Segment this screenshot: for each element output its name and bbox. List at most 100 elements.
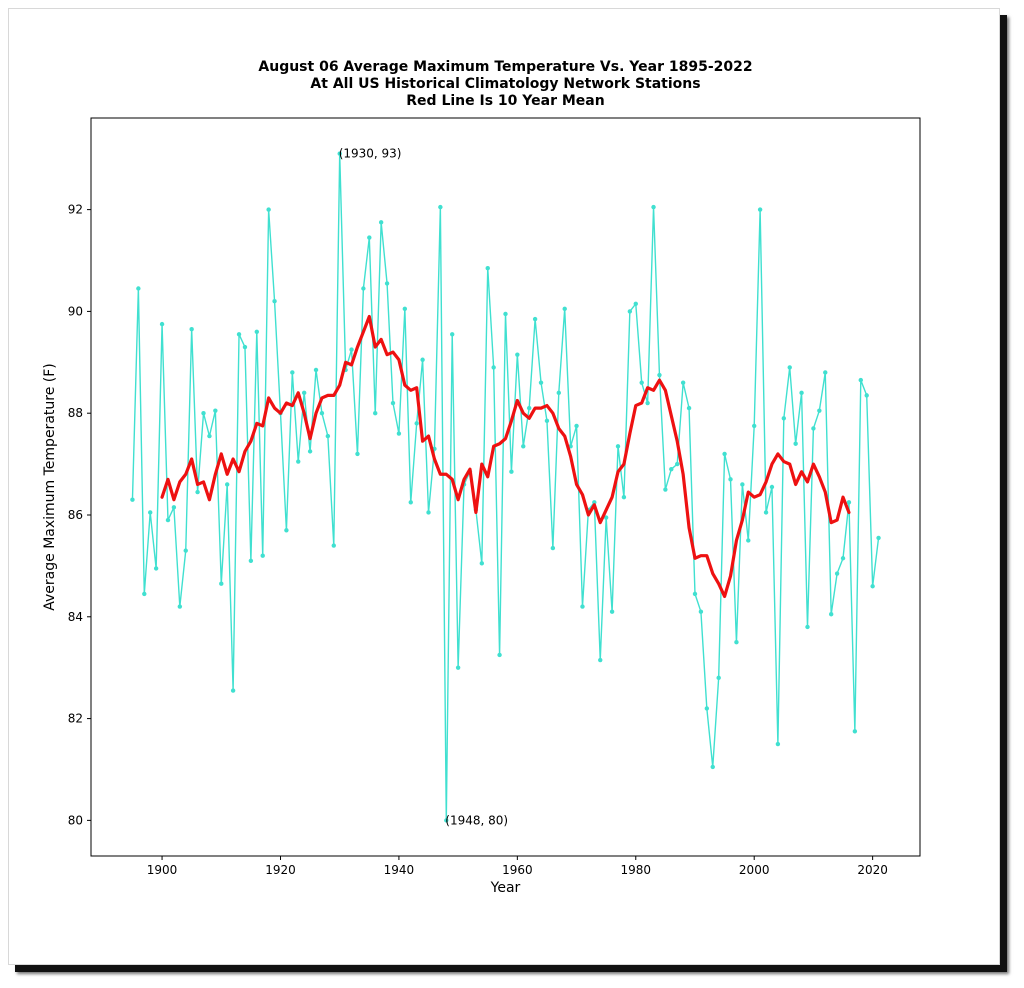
- data-point: [876, 535, 881, 541]
- data-point: [840, 556, 846, 561]
- chart: August 06 Average Maximum Temperature Vs…: [42, 59, 921, 896]
- data-point: [680, 380, 686, 385]
- x-axis: 1900 1920 1940 1960 1980 2000 2020: [147, 856, 888, 877]
- data-point: [444, 818, 449, 823]
- data-point: [526, 405, 532, 411]
- data-point: [775, 741, 781, 747]
- data-point: [142, 591, 147, 597]
- data-point: [858, 377, 863, 383]
- data-point: [787, 365, 792, 370]
- data-point: [455, 665, 461, 670]
- data-point: [284, 528, 289, 533]
- chart-title-line: Red Line Is 10 Year Mean: [406, 93, 604, 109]
- data-point: [230, 688, 236, 693]
- data-point: [450, 332, 455, 337]
- data-point: [148, 510, 153, 515]
- x-tick-label: 1900: [147, 863, 178, 877]
- annotations: (1930, 93) (1948, 80): [339, 147, 508, 828]
- data-point: [177, 604, 183, 609]
- data-point: [580, 604, 585, 609]
- data-point: [260, 553, 265, 558]
- figure-frame: August 06 Average Maximum Temperature Vs…: [8, 8, 1000, 965]
- data-point: [337, 151, 342, 156]
- data-point: [319, 411, 325, 416]
- data-point: [669, 466, 674, 472]
- data-point: [763, 510, 769, 515]
- data-point: [544, 418, 550, 424]
- data-point: [657, 372, 662, 378]
- data-point: [201, 411, 206, 416]
- data-point: [752, 423, 757, 429]
- data-point: [136, 286, 141, 291]
- data-point: [396, 431, 402, 436]
- y-tick-label: 90: [68, 304, 83, 318]
- data-point: [740, 482, 745, 487]
- data-point: [248, 558, 254, 563]
- data-point: [408, 500, 413, 505]
- data-point: [834, 571, 840, 576]
- data-point: [704, 706, 710, 711]
- data-point: [846, 500, 852, 505]
- data-point: [165, 517, 171, 523]
- data-point: [574, 423, 579, 429]
- data-point: [728, 477, 733, 482]
- data-point: [331, 543, 336, 548]
- data-point: [556, 390, 561, 396]
- data-point: [242, 344, 248, 350]
- y-tick-label: 84: [68, 610, 83, 624]
- data-point: [645, 400, 650, 406]
- data-point: [598, 657, 603, 663]
- data-point: [402, 306, 408, 312]
- data-point: [603, 515, 609, 520]
- y-tick-label: 86: [68, 508, 83, 522]
- data-point: [438, 204, 443, 210]
- data-point: [515, 352, 520, 357]
- data-point: [734, 640, 739, 645]
- data-point: [811, 426, 816, 431]
- data-point: [532, 316, 538, 322]
- data-point: [153, 566, 159, 571]
- data-point: [390, 400, 396, 406]
- data-point: [769, 484, 775, 490]
- plot-area: [90, 117, 921, 857]
- data-point: [213, 408, 218, 413]
- data-point: [349, 347, 354, 352]
- series-line-10-year-mean: [160, 314, 851, 599]
- data-point: [219, 581, 224, 586]
- data-point: [373, 411, 378, 416]
- data-point: [828, 612, 834, 617]
- annotation-label: (1930, 93): [339, 147, 402, 161]
- data-point: [609, 609, 615, 614]
- data-point: [313, 367, 319, 373]
- y-tick-label: 80: [68, 813, 83, 827]
- chart-title: August 06 Average Maximum Temperature Vs…: [258, 59, 752, 109]
- x-tick-label: 2000: [739, 863, 770, 877]
- data-point: [378, 220, 384, 225]
- data-point: [663, 487, 668, 492]
- data-point: [414, 421, 419, 426]
- data-point: [195, 489, 200, 495]
- y-tick-label: 88: [68, 406, 83, 420]
- x-tick-label: 1920: [265, 863, 296, 877]
- y-tick-label: 92: [68, 203, 83, 217]
- data-point: [852, 729, 858, 734]
- data-point: [503, 311, 508, 317]
- data-point: [426, 510, 431, 515]
- data-point: [757, 207, 763, 212]
- data-point: [485, 265, 490, 271]
- chart-title-line: August 06 Average Maximum Temperature Vs…: [258, 59, 752, 75]
- data-point: [870, 584, 875, 589]
- data-point: [675, 461, 680, 467]
- data-point: [236, 332, 242, 337]
- data-point: [296, 459, 301, 464]
- x-tick-label: 1980: [620, 863, 651, 877]
- data-point: [746, 538, 751, 543]
- data-point: [497, 652, 502, 658]
- data-point: [692, 591, 698, 597]
- y-axis: 80 82 84 86 88 90 92: [68, 203, 91, 827]
- data-point: [290, 370, 295, 375]
- data-point: [491, 365, 496, 370]
- data-point: [621, 494, 627, 500]
- x-tick-label: 1960: [502, 863, 533, 877]
- data-point: [355, 451, 360, 457]
